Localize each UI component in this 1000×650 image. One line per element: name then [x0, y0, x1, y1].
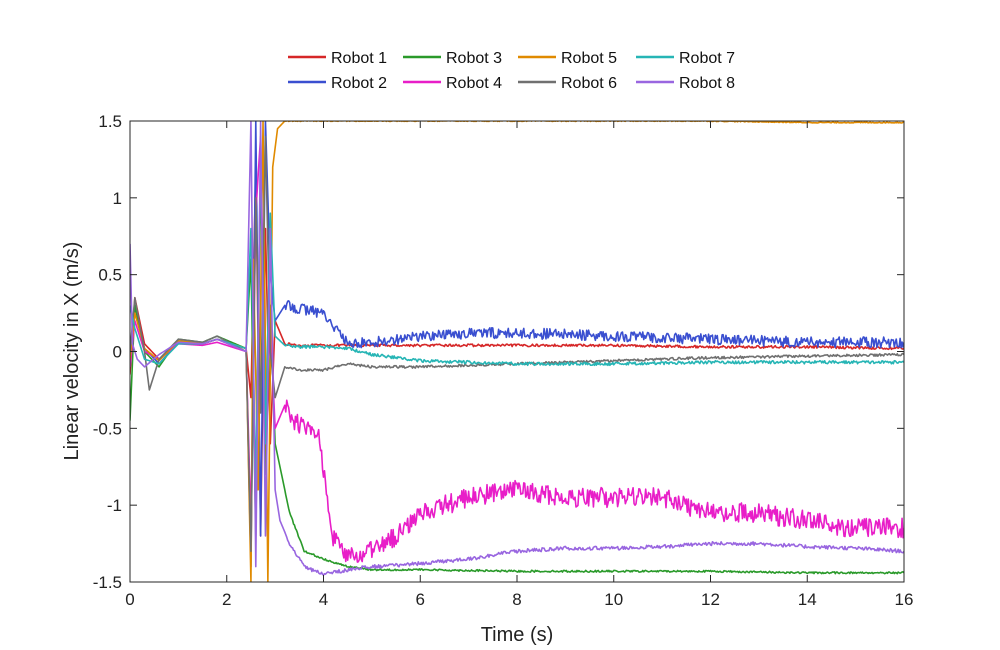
legend-label: Robot 4: [446, 75, 502, 92]
series-line-robot-8: [130, 121, 904, 576]
y-tick-label: 0: [113, 343, 122, 362]
x-tick-label: 6: [416, 590, 425, 609]
legend: Robot 1 Robot 2 Robot 3 Robot 4 Robot 5 Robot…: [288, 50, 735, 92]
x-tick-label: 4: [319, 590, 328, 609]
x-axis-title: Time (s): [481, 624, 554, 646]
legend-label: Robot 8: [679, 75, 735, 92]
legend-label: Robot 6: [561, 75, 617, 92]
x-tick-label: 14: [798, 590, 817, 609]
legend-label: Robot 2: [331, 75, 387, 92]
x-tick-label: 2: [222, 590, 231, 609]
y-tick-label: -0.5: [93, 419, 122, 438]
x-tick-label: 10: [604, 590, 623, 609]
y-tick-label: 1.5: [98, 112, 122, 131]
series-layer: [130, 121, 904, 582]
tick-layer: 0 2 4 6 8 10 12 14 16 -1.5 -1 -0.5 0 0.5 1 1.5: [93, 112, 914, 609]
x-tick-label: 12: [701, 590, 720, 609]
y-tick-label: -1: [107, 496, 122, 515]
y-tick-label: 0.5: [98, 266, 122, 285]
legend-label: Robot 3: [446, 50, 502, 67]
y-tick-label: 1: [113, 189, 122, 208]
legend-label: Robot 5: [561, 50, 617, 67]
y-tick-label: -1.5: [93, 573, 122, 592]
legend-label: Robot 7: [679, 50, 735, 67]
x-tick-label: 16: [895, 590, 914, 609]
series-line-robot-4: [130, 135, 904, 563]
y-axis-title: Linear velocity in X (m/s): [61, 242, 83, 461]
legend-label: Robot 1: [331, 50, 387, 67]
x-tick-label: 8: [512, 590, 521, 609]
x-tick-label: 0: [125, 590, 134, 609]
